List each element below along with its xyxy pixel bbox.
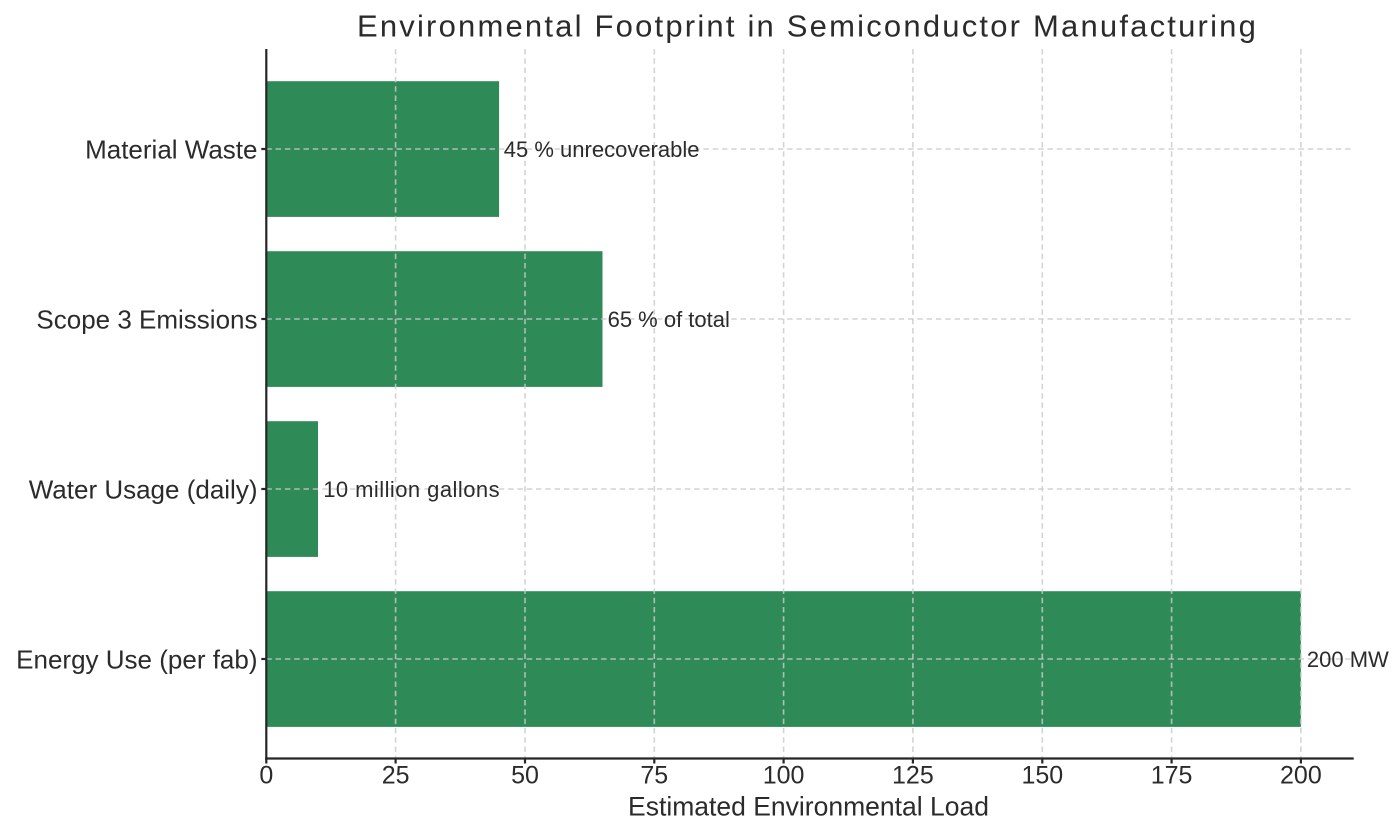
svg-text:Environmental Footprint in Sem: Environmental Footprint in Semiconductor… bbox=[357, 9, 1258, 44]
svg-text:Scope 3 Emissions: Scope 3 Emissions bbox=[36, 304, 257, 334]
svg-text:150: 150 bbox=[1021, 762, 1063, 790]
svg-text:65 % of total: 65 % of total bbox=[608, 307, 730, 332]
svg-text:50: 50 bbox=[511, 762, 539, 790]
svg-text:100: 100 bbox=[763, 762, 805, 790]
svg-text:175: 175 bbox=[1151, 762, 1193, 790]
svg-text:10 million gallons: 10 million gallons bbox=[323, 477, 500, 502]
svg-text:75: 75 bbox=[640, 762, 668, 790]
svg-text:125: 125 bbox=[892, 762, 934, 790]
svg-text:200: 200 bbox=[1280, 762, 1322, 790]
svg-text:Water Usage (daily): Water Usage (daily) bbox=[29, 474, 258, 504]
svg-text:45 % unrecoverable: 45 % unrecoverable bbox=[504, 137, 700, 162]
svg-text:200 MW: 200 MW bbox=[1307, 647, 1389, 672]
svg-text:Material Waste: Material Waste bbox=[85, 134, 257, 164]
svg-text:0: 0 bbox=[259, 762, 273, 790]
svg-text:Estimated Environmental Load: Estimated Environmental Load bbox=[628, 792, 989, 822]
svg-text:Energy Use (per fab): Energy Use (per fab) bbox=[16, 644, 257, 674]
svg-text:25: 25 bbox=[382, 762, 410, 790]
